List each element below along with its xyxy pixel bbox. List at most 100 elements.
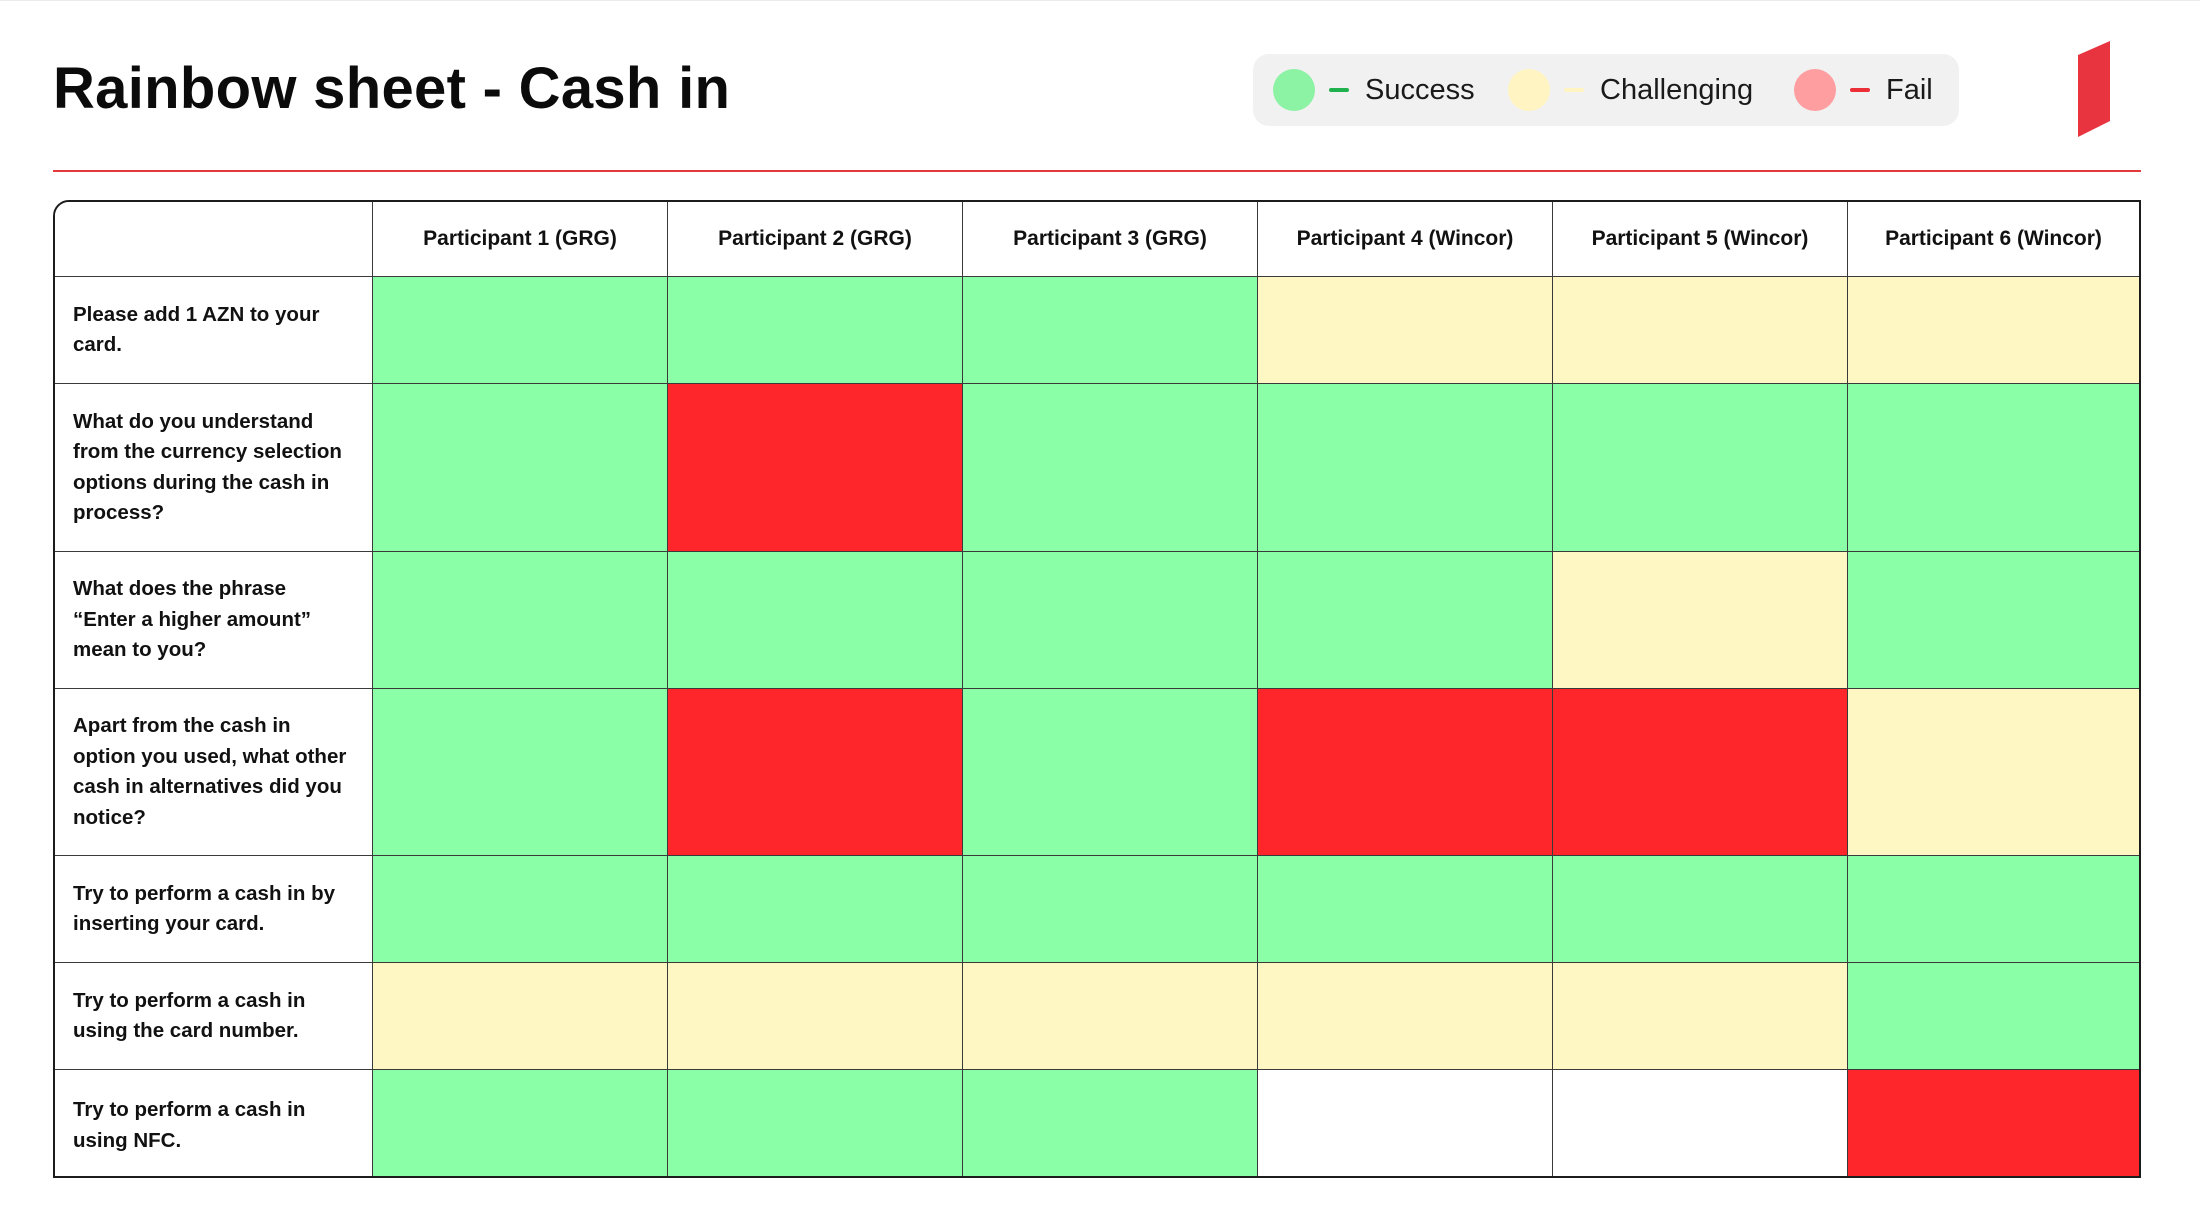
result-cell-none (1258, 1070, 1553, 1176)
result-cell-success (1258, 384, 1553, 552)
result-cell-fail (668, 384, 963, 552)
result-cell-fail (1848, 1070, 2139, 1176)
task-text: Try to perform a cash in by inserting you… (73, 879, 335, 940)
result-cell-success (373, 277, 668, 384)
task-label: Please add 1 AZN to your card. (55, 277, 373, 384)
result-cell-challenging (1258, 277, 1553, 384)
result-cell-success (1553, 384, 1848, 552)
result-cell-success (373, 552, 668, 689)
result-cell-none (1553, 1070, 1848, 1176)
task-text-line: using the card number. (73, 1019, 299, 1042)
result-cell-success (963, 384, 1258, 552)
legend-label: Challenging (1600, 73, 1754, 106)
task-text-line: cash in alternatives did you (73, 775, 342, 798)
task-label: Try to perform a cash in by inserting you… (55, 856, 373, 963)
result-cell-success (373, 384, 668, 552)
participant-header: Participant 5 (Wincor) (1553, 202, 1848, 277)
task-text-line: What does the phrase (73, 577, 287, 601)
dash-icon (1329, 88, 1349, 92)
result-cell-success (373, 1070, 668, 1176)
success-dot-icon (1273, 69, 1315, 111)
page-title: Rainbow sheet - Cash in (53, 56, 731, 121)
title-divider (53, 170, 2141, 172)
legend-item-success: Success (1273, 54, 1475, 126)
fail-dot-icon (1794, 69, 1836, 111)
task-text-line: using NFC. (73, 1128, 182, 1152)
dash-icon (1850, 88, 1870, 92)
task-text-line: mean to you? (73, 638, 207, 662)
result-cell-success (668, 277, 963, 384)
task-text-line: inserting your card. (73, 912, 265, 935)
table-corner (55, 202, 373, 277)
result-cell-challenging (373, 963, 668, 1070)
task-text-line: from the currency selection (73, 440, 342, 463)
participant-header: Participant 3 (GRG) (963, 202, 1258, 277)
result-cell-success (1848, 384, 2139, 552)
result-cell-fail (1553, 689, 1848, 856)
result-cell-success (1848, 552, 2139, 689)
result-cell-challenging (1258, 963, 1553, 1070)
result-cell-challenging (1848, 689, 2139, 856)
task-text-line: process? (73, 501, 165, 524)
result-cell-success (963, 1070, 1258, 1176)
legend-label: Success (1365, 73, 1475, 106)
task-text: Try to perform a cash in using the card n… (73, 986, 305, 1047)
legend-item-challenging: Challenging (1508, 54, 1753, 126)
task-text-line: Apart from the cash in (73, 714, 291, 737)
brand-logo-icon (2078, 41, 2110, 137)
task-label: What do you understand from the currency … (55, 384, 373, 552)
result-cell-success (1258, 552, 1553, 689)
result-cell-fail (668, 689, 963, 856)
participant-header: Participant 2 (GRG) (668, 202, 963, 277)
task-text: What does the phrase “Enter a higher amou… (73, 574, 311, 666)
challenging-dot-icon (1508, 69, 1550, 111)
task-text-line: Try to perform a cash in by (73, 881, 336, 905)
result-cell-challenging (1553, 963, 1848, 1070)
result-cell-fail (1258, 689, 1553, 856)
task-text-line: notice? (73, 805, 146, 829)
dash-icon (1564, 88, 1584, 92)
task-text-line: option you used, what other (73, 744, 347, 768)
result-cell-success (963, 856, 1258, 963)
legend-item-fail: Fail (1794, 54, 1933, 126)
task-text: What do you understand from the currency … (73, 407, 342, 529)
legend: Success Challenging Fail (1253, 54, 1959, 126)
result-cell-success (373, 856, 668, 963)
result-cell-challenging (1848, 277, 2139, 384)
result-cell-success (963, 552, 1258, 689)
task-text-line: Try to perform a cash in (73, 988, 306, 1012)
task-text-line: options during the cash in (73, 470, 330, 494)
task-text-line: “Enter a higher amount” (73, 607, 312, 631)
result-cell-success (963, 277, 1258, 384)
result-cell-challenging (1553, 552, 1848, 689)
task-text-line: Try to perform a cash in (73, 1098, 306, 1121)
result-cell-success (668, 1070, 963, 1176)
result-cell-challenging (963, 963, 1258, 1070)
result-cell-success (373, 689, 668, 856)
task-text-line: What do you understand (73, 409, 314, 433)
rainbow-table: Participant 1 (GRG) Participant 2 (GRG) Pa… (53, 200, 2141, 1178)
result-cell-challenging (668, 963, 963, 1070)
participant-header: Participant 6 (Wincor) (1848, 202, 2139, 277)
result-cell-success (1553, 856, 1848, 963)
brand-logo-shape (2078, 41, 2110, 137)
task-text: Try to perform a cash in using NFC. (73, 1095, 305, 1156)
task-label: Try to perform a cash in using the card n… (55, 963, 373, 1070)
result-cell-success (1848, 856, 2139, 963)
task-text-line: card. (73, 333, 122, 356)
task-label: What does the phrase “Enter a higher amou… (55, 552, 373, 689)
result-cell-success (668, 552, 963, 689)
result-cell-success (1258, 856, 1553, 963)
result-cell-success (963, 689, 1258, 856)
task-text: Please add 1 AZN to your card. (73, 300, 319, 361)
result-cell-success (1848, 963, 2139, 1070)
result-cell-success (668, 856, 963, 963)
result-cell-challenging (1553, 277, 1848, 384)
participant-header: Participant 1 (GRG) (373, 202, 668, 277)
task-text: Apart from the cash in option you used, w… (73, 711, 346, 833)
participant-header: Participant 4 (Wincor) (1258, 202, 1553, 277)
task-label: Apart from the cash in option you used, w… (55, 689, 373, 856)
task-label: Try to perform a cash in using NFC. (55, 1070, 373, 1176)
legend-label: Fail (1886, 73, 1933, 106)
